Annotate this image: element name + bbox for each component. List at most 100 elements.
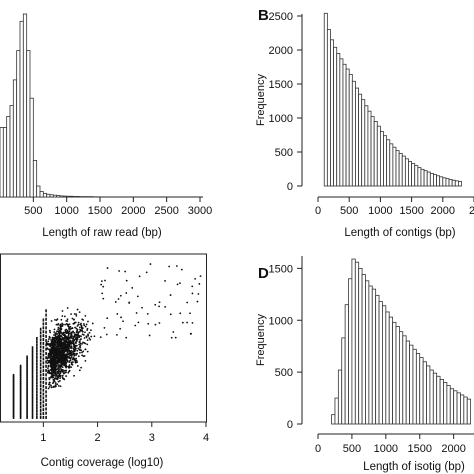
panel-c-point — [26, 362, 28, 366]
panel-c-point — [42, 330, 45, 334]
panel-a-bar — [69, 195, 74, 198]
panel-c-point — [39, 338, 42, 342]
panel-c-point — [42, 396, 45, 400]
panel-c-point — [67, 356, 70, 359]
panel-c-point — [42, 384, 45, 388]
panel-c-point — [48, 386, 51, 388]
panel-c-point — [54, 367, 57, 369]
panel-c-point — [39, 363, 42, 367]
panel-c-point — [53, 358, 56, 361]
panel-c-point — [75, 357, 78, 360]
panel-c-point — [36, 337, 38, 340]
panel-c-point — [71, 340, 74, 342]
panel-a-bar — [19, 20, 24, 198]
panel-c-point — [53, 361, 56, 364]
panel-c-point — [53, 339, 56, 342]
panel-c-point — [72, 347, 75, 350]
panel-a-bar — [29, 97, 34, 198]
panel-c-point — [81, 351, 83, 354]
panel-c-point — [71, 337, 74, 340]
panel-c-point — [53, 348, 56, 351]
panel-c-point — [59, 341, 62, 344]
panel-c-point — [52, 382, 54, 385]
panel-c-point — [68, 330, 71, 332]
panel-d-bar — [432, 372, 438, 425]
panel-c-point — [12, 387, 15, 391]
panel-c-point — [100, 280, 103, 282]
panel-c-point — [54, 382, 57, 384]
panel-c-point — [67, 347, 70, 350]
panel-c-point — [42, 345, 45, 349]
panel-c-point — [102, 285, 105, 288]
panel-d-x-axis-label: Length of isotig (bp) — [363, 461, 465, 473]
panel-c-point — [12, 373, 15, 377]
panel-b-bar — [411, 163, 416, 187]
panel-c-point — [12, 405, 15, 409]
panel-d-bar — [392, 321, 397, 425]
panel-c-point — [72, 361, 74, 363]
panel-c-point — [47, 387, 50, 390]
panel-c-point — [69, 345, 71, 348]
panel-c-point — [194, 277, 197, 280]
panel-a-bar — [66, 195, 71, 198]
panel-c-point — [26, 394, 28, 398]
panel-b-bar — [326, 29, 331, 187]
panel-c-point — [19, 391, 22, 395]
panel-a-bar — [12, 79, 18, 198]
panel-c-point — [31, 399, 34, 403]
panel-c-point — [45, 390, 47, 394]
panel-c-x-tick-label: 2 — [95, 432, 101, 444]
panel-c-point — [80, 325, 83, 328]
panel-c-point — [54, 318, 56, 321]
panel-a-x-tick-label: 500 — [24, 205, 42, 217]
panel-c-point — [55, 319, 58, 322]
panel-c-point — [78, 335, 80, 338]
panel-c-point — [61, 356, 64, 358]
panel-b-bar — [351, 80, 356, 187]
panel-b-bar — [448, 179, 453, 187]
panel-c-point — [26, 382, 28, 386]
panel-a-bar — [62, 195, 68, 198]
panel-c-point — [26, 396, 28, 400]
panel-c-point — [12, 382, 15, 386]
panel-c-point — [158, 301, 161, 304]
panel-c-point — [26, 384, 28, 388]
panel-c-point — [71, 327, 74, 330]
panel-c-point — [19, 411, 22, 415]
panel-c-point — [36, 415, 38, 419]
panel-c-point — [77, 347, 80, 350]
panel-c-point — [46, 347, 49, 350]
panel-a-bar — [42, 192, 48, 198]
panel-c-point — [100, 283, 103, 286]
panel-c-point — [26, 413, 28, 417]
panel-c-point — [125, 292, 128, 294]
panel-c-point — [190, 332, 192, 335]
panel-d-bar — [426, 365, 431, 425]
panel-c-point — [72, 322, 75, 325]
panel-c-point — [47, 338, 50, 341]
panel-c-point — [83, 337, 86, 339]
panel-c-x-tick-label: 3 — [149, 432, 155, 444]
panel-c-point — [53, 331, 56, 333]
panel-a-bar — [16, 50, 21, 198]
panel-b-bar — [436, 175, 441, 187]
panel-c-point — [31, 365, 34, 369]
panel-c-point — [45, 330, 47, 334]
panel-c-point — [58, 339, 61, 342]
panel-c-point — [59, 372, 62, 375]
panel-c-point — [45, 339, 47, 343]
panel-d-x-tick-label: 1500 — [407, 443, 431, 455]
panel-c-point — [31, 404, 34, 408]
panel-c-point — [48, 349, 51, 352]
panel-b-bar — [433, 174, 437, 187]
panel-c-point — [19, 379, 22, 383]
panel-c-point — [75, 314, 78, 317]
panel-b-x-tick-label: 1500 — [399, 205, 423, 217]
panel-c-point — [78, 311, 81, 314]
panel-c-point — [51, 355, 54, 357]
panel-c-point — [57, 348, 60, 351]
panel-c-point — [68, 364, 71, 367]
panel-d-label: D — [258, 265, 269, 282]
panel-c-point — [70, 313, 72, 316]
panel-c-point — [84, 314, 87, 317]
